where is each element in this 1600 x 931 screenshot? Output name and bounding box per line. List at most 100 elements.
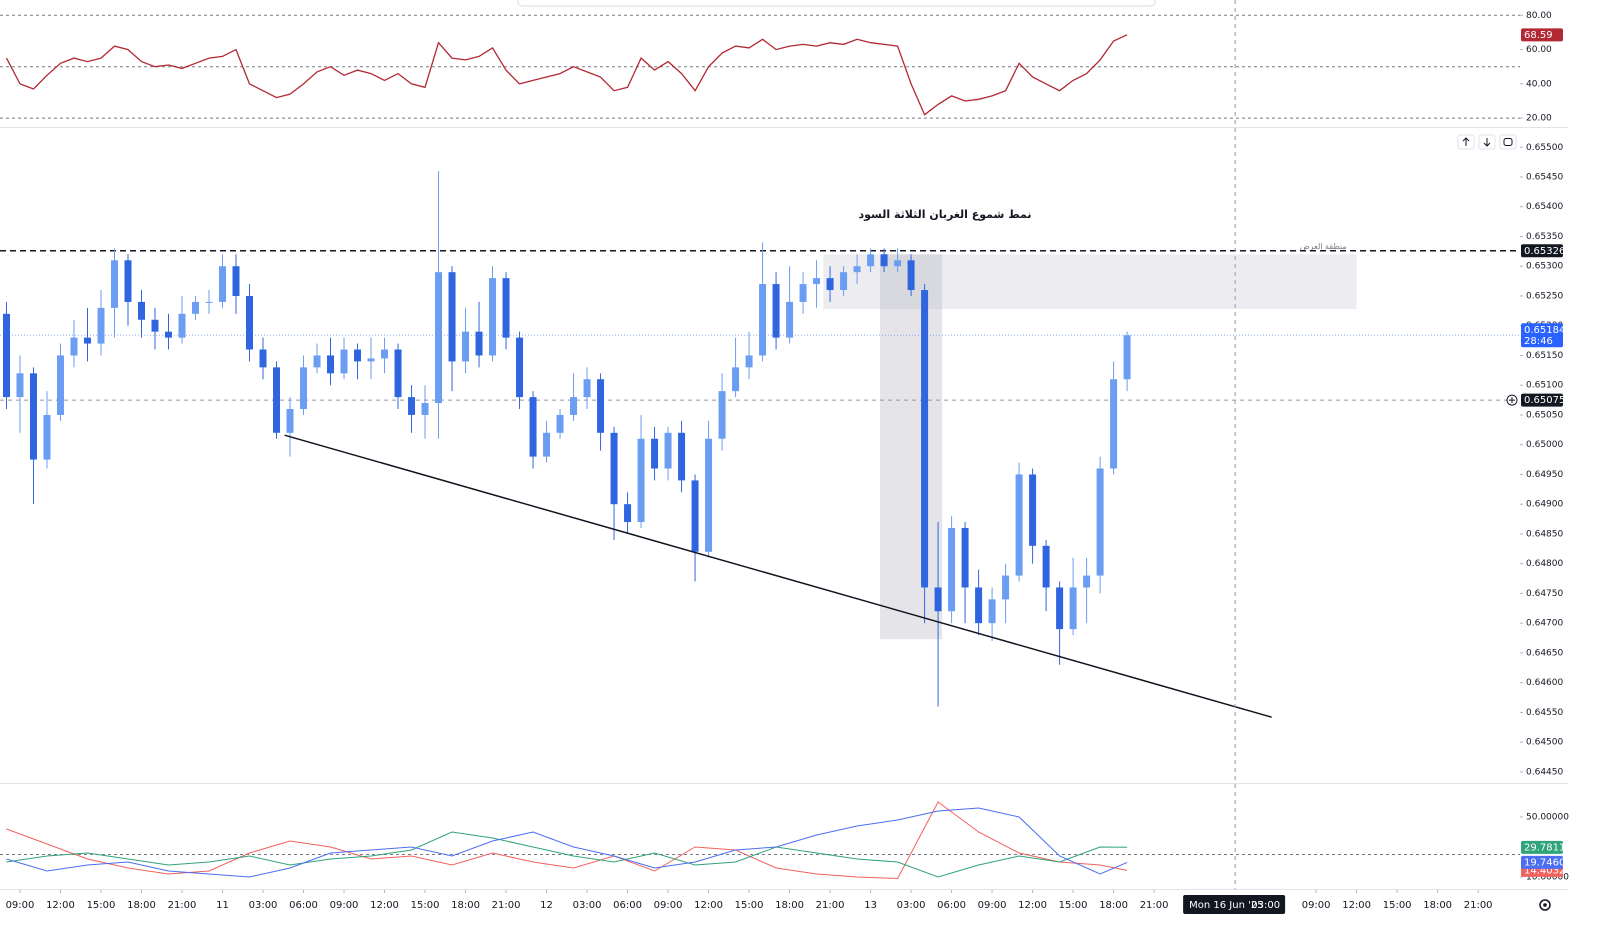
candle-body xyxy=(1015,474,1023,576)
x-tick-label: 12:00 xyxy=(1018,900,1047,911)
candle-body xyxy=(448,272,456,362)
trendline xyxy=(284,434,1272,718)
x-tick-label: 18:00 xyxy=(127,900,156,911)
candle-body xyxy=(732,367,740,392)
x-tick-label: 21:00 xyxy=(492,900,521,911)
x-tick-label: 15:00 xyxy=(1059,900,1088,911)
y-tick-label: 0.64750 xyxy=(1526,589,1563,599)
candle-body xyxy=(1056,587,1064,630)
candle-body xyxy=(462,331,470,362)
x-tick-label: 21:00 xyxy=(816,900,845,911)
y-tick-label: 0.64500 xyxy=(1526,738,1563,748)
x-tick-label: 09:00 xyxy=(330,900,359,911)
x-tick-label: 18:00 xyxy=(1099,900,1128,911)
candle-body xyxy=(137,301,145,320)
candle-body xyxy=(192,301,200,314)
candle-body xyxy=(151,319,159,332)
x-tick-label: 12:00 xyxy=(694,900,723,911)
x-tick-label: 09:00 xyxy=(978,900,1007,911)
candle-body xyxy=(475,331,483,356)
y-tick-label: 0.64550 xyxy=(1526,708,1563,718)
candle-body xyxy=(1029,474,1037,546)
countdown: 28:46 xyxy=(1524,336,1553,347)
candle-body xyxy=(543,432,551,457)
candle-body xyxy=(610,432,618,505)
toolbar[interactable] xyxy=(517,0,1156,7)
candle-body xyxy=(691,480,699,552)
price-badge-label: 0.65184 xyxy=(1524,325,1565,336)
y-tick-label: 0.65150 xyxy=(1526,351,1563,361)
icon xyxy=(1462,137,1470,146)
candle-body xyxy=(354,349,362,362)
button-maximize[interactable] xyxy=(1499,134,1517,150)
price-badge xyxy=(1521,393,1563,407)
candle-body xyxy=(961,527,969,588)
candle-body xyxy=(637,438,645,523)
candle-body xyxy=(853,266,861,273)
settings-button[interactable] xyxy=(1539,899,1551,911)
pane-buttons xyxy=(1457,134,1517,150)
crosshair-date: Mon 16 Jun '25 xyxy=(1189,900,1263,911)
candle-body xyxy=(570,397,578,415)
candle-body xyxy=(83,337,91,344)
x-tick-label: 03:00 xyxy=(573,900,602,911)
icon xyxy=(1543,903,1547,907)
candle-body xyxy=(1083,575,1091,588)
x-tick-label: 15:00 xyxy=(411,900,440,911)
candle-body xyxy=(907,260,915,291)
candle-body xyxy=(340,349,348,374)
candle-body xyxy=(219,266,227,302)
candle-body xyxy=(678,432,686,481)
y-tick-label: 40.00 xyxy=(1526,79,1552,89)
candle-body xyxy=(583,379,591,398)
y-tick-label: 0.65400 xyxy=(1526,202,1563,212)
candle-body xyxy=(300,367,308,410)
x-tick-label: 06:00 xyxy=(613,900,642,911)
x-tick-label: 21:00 xyxy=(1140,900,1169,911)
y-tick-label: 0.65000 xyxy=(1526,440,1563,450)
candle-body xyxy=(381,349,389,359)
x-tick-label: 06:00 xyxy=(289,900,318,911)
candle-body xyxy=(273,367,281,433)
x-tick-label: 15:00 xyxy=(1383,900,1412,911)
icon xyxy=(1539,899,1551,911)
candle-body xyxy=(29,373,37,460)
candle-body xyxy=(799,284,807,302)
y-tick-label: 0.64900 xyxy=(1526,500,1563,510)
x-tick-label: 18:00 xyxy=(451,900,480,911)
candle-body xyxy=(232,266,240,296)
x-tick-label: 15:00 xyxy=(87,900,116,911)
y-tick-label: 0.65500 xyxy=(1526,143,1563,153)
candle-body xyxy=(664,432,672,469)
x-tick-label: 12:00 xyxy=(1342,900,1371,911)
candle-body xyxy=(394,349,402,398)
y-tick-label: 50.00000 xyxy=(1526,812,1569,822)
candle-body xyxy=(1110,379,1118,469)
price-badge xyxy=(1521,840,1563,854)
candle-body xyxy=(516,337,524,398)
candle-body xyxy=(705,438,713,552)
zone-label: منطقة العرض xyxy=(1300,242,1347,251)
indicator-line xyxy=(6,801,1128,880)
candle-body xyxy=(367,358,375,362)
x-tick-label: 09:00 xyxy=(1302,900,1331,911)
y-tick-label: 0.65300 xyxy=(1526,262,1563,272)
candle-body xyxy=(56,355,64,415)
candle-body xyxy=(880,254,888,267)
candle-body xyxy=(1069,587,1077,630)
candle-body xyxy=(948,527,956,612)
candle-body xyxy=(826,278,834,291)
x-tick-label: 21:00 xyxy=(168,900,197,911)
y-tick-label: 0.65250 xyxy=(1526,291,1563,301)
candle-body xyxy=(975,587,983,624)
candle-body xyxy=(435,272,443,404)
candle-body xyxy=(164,331,172,338)
x-tick-label: 18:00 xyxy=(1423,900,1452,911)
candle-body xyxy=(921,290,929,588)
candle-body xyxy=(1042,545,1050,588)
candle-body xyxy=(597,379,605,433)
candle-body xyxy=(894,260,902,267)
x-tick-label: 12:00 xyxy=(46,900,75,911)
candle-body xyxy=(502,278,510,338)
